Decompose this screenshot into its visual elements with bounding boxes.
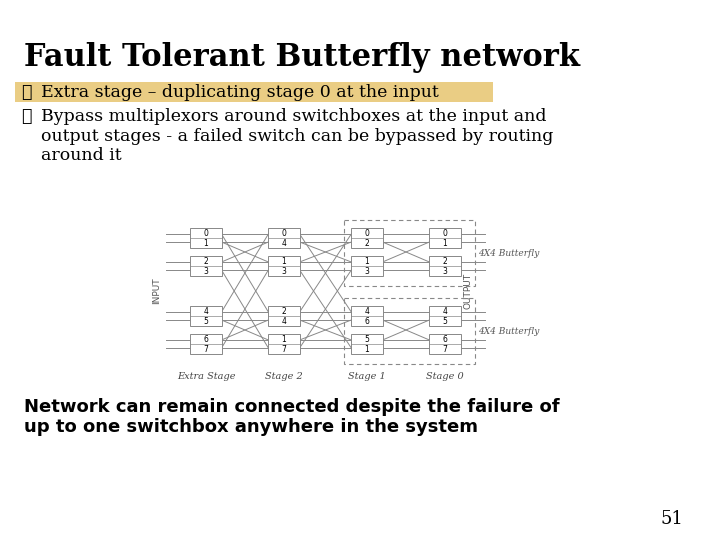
Text: 4: 4 xyxy=(443,307,447,315)
Bar xyxy=(351,256,382,276)
Bar xyxy=(429,228,461,248)
Text: up to one switchbox anywhere in the system: up to one switchbox anywhere in the syst… xyxy=(24,418,478,436)
Text: 0: 0 xyxy=(364,228,369,238)
Text: 4: 4 xyxy=(204,307,208,315)
Bar xyxy=(343,220,475,286)
Text: 5: 5 xyxy=(364,334,369,343)
Bar xyxy=(269,228,300,248)
Bar xyxy=(351,228,382,248)
Bar xyxy=(351,306,382,326)
Bar xyxy=(429,306,461,326)
Text: OUTPUT: OUTPUT xyxy=(464,273,473,309)
Text: 1: 1 xyxy=(443,239,447,247)
Text: 0: 0 xyxy=(443,228,447,238)
Text: 1: 1 xyxy=(282,256,287,266)
Text: 7: 7 xyxy=(282,345,287,354)
Bar xyxy=(343,298,475,364)
Text: INPUT: INPUT xyxy=(152,278,161,305)
Bar xyxy=(14,82,492,102)
Text: 0: 0 xyxy=(282,228,287,238)
Text: 7: 7 xyxy=(204,345,208,354)
Text: 7: 7 xyxy=(443,345,447,354)
Text: 2: 2 xyxy=(364,239,369,247)
Text: 4X4 Butterfly: 4X4 Butterfly xyxy=(478,327,539,335)
Text: 5: 5 xyxy=(443,316,447,326)
Text: 1: 1 xyxy=(204,239,208,247)
Text: Stage 0: Stage 0 xyxy=(426,372,464,381)
Bar xyxy=(429,334,461,354)
Text: Stage 2: Stage 2 xyxy=(265,372,303,381)
Text: 5: 5 xyxy=(204,316,208,326)
Bar xyxy=(269,306,300,326)
Text: 3: 3 xyxy=(204,267,208,275)
Text: Fault Tolerant Butterfly network: Fault Tolerant Butterfly network xyxy=(24,42,580,73)
Text: ℶ: ℶ xyxy=(22,84,32,101)
Text: 4X4 Butterfly: 4X4 Butterfly xyxy=(478,248,539,258)
Text: 0: 0 xyxy=(204,228,208,238)
Text: 2: 2 xyxy=(282,307,287,315)
Text: 1: 1 xyxy=(364,345,369,354)
Text: Bypass multiplexors around switchboxes at the input and
output stages - a failed: Bypass multiplexors around switchboxes a… xyxy=(41,108,554,164)
Text: Stage 1: Stage 1 xyxy=(348,372,386,381)
Bar xyxy=(190,334,222,354)
Text: 51: 51 xyxy=(660,510,683,528)
Text: ℶ: ℶ xyxy=(22,108,32,125)
Text: 3: 3 xyxy=(364,267,369,275)
Text: 6: 6 xyxy=(204,334,208,343)
Bar xyxy=(269,334,300,354)
Text: 4: 4 xyxy=(282,239,287,247)
Bar xyxy=(429,256,461,276)
Text: Network can remain connected despite the failure of: Network can remain connected despite the… xyxy=(24,398,560,416)
Bar xyxy=(190,306,222,326)
Text: Extra Stage: Extra Stage xyxy=(176,372,235,381)
Text: 1: 1 xyxy=(364,256,369,266)
Text: 3: 3 xyxy=(282,267,287,275)
Text: 2: 2 xyxy=(443,256,447,266)
Bar xyxy=(269,256,300,276)
Text: 3: 3 xyxy=(443,267,447,275)
Text: 6: 6 xyxy=(364,316,369,326)
Text: Extra stage – duplicating stage 0 at the input: Extra stage – duplicating stage 0 at the… xyxy=(41,84,438,101)
Text: 6: 6 xyxy=(443,334,447,343)
Text: 4: 4 xyxy=(364,307,369,315)
Text: 4: 4 xyxy=(282,316,287,326)
Bar xyxy=(190,228,222,248)
Bar xyxy=(190,256,222,276)
Bar xyxy=(351,334,382,354)
Text: 2: 2 xyxy=(204,256,208,266)
Text: 1: 1 xyxy=(282,334,287,343)
